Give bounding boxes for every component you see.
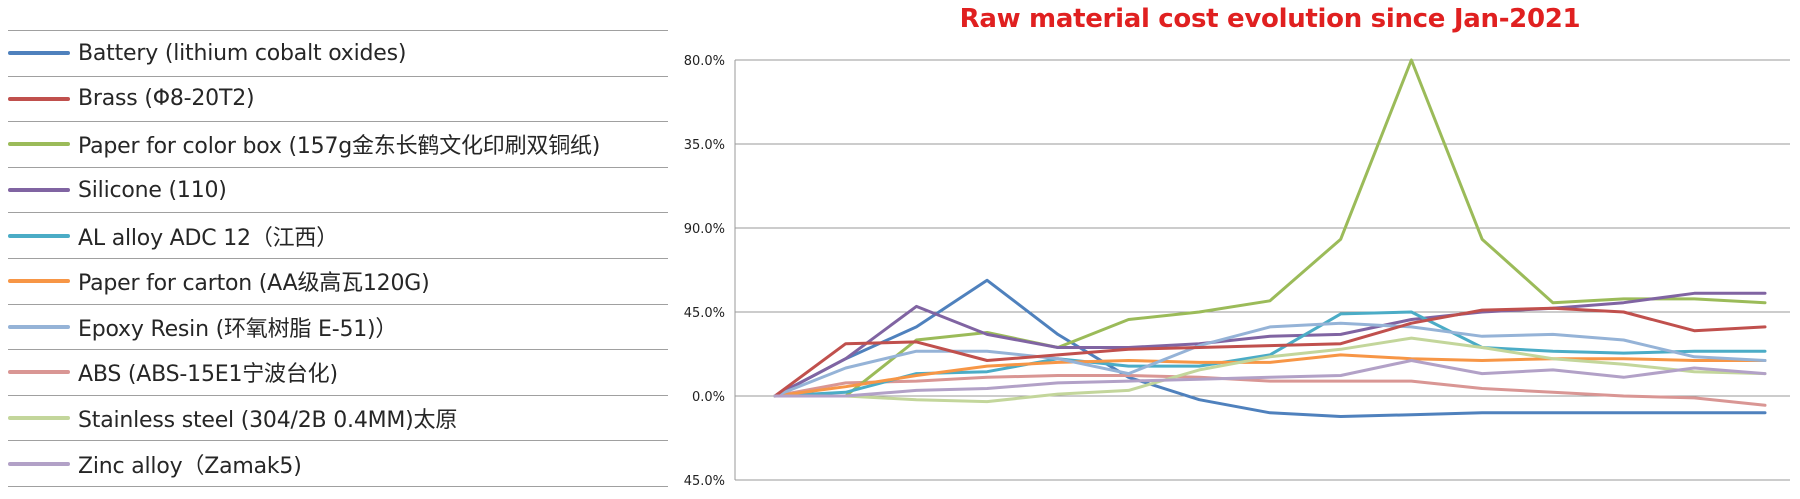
- legend-swatch: [8, 324, 70, 329]
- y-tick-label: 80.0%: [684, 54, 725, 69]
- y-tick-label: 45.0%: [684, 474, 725, 489]
- legend-item: Silicone (110): [8, 166, 668, 213]
- series-line: [773, 310, 1767, 398]
- series-line: [773, 321, 1767, 398]
- y-tick-label: 0.0%: [692, 390, 725, 405]
- legend-swatch: [8, 461, 70, 466]
- series-line: [773, 359, 1767, 398]
- legend-label: Battery (lithium cobalt oxides): [78, 40, 407, 66]
- series-line: [773, 58, 1767, 398]
- legend-item: Zinc alloy（Zamak5): [8, 440, 668, 487]
- legend-item: ABS (ABS-15E1宁波台化): [8, 349, 668, 395]
- series-line: [773, 336, 1767, 404]
- legend-item: Paper for carton (AA级高瓦120G): [8, 257, 668, 304]
- legend-swatch: [8, 96, 70, 101]
- y-tick-label: 45.0%: [684, 306, 725, 321]
- legend-swatch: [8, 233, 70, 238]
- series-line: [773, 374, 1767, 407]
- legend-label: Silicone (110): [78, 177, 227, 203]
- series-line: [773, 291, 1767, 398]
- legend-item: AL alloy ADC 12（江西）: [8, 212, 668, 258]
- legend-label: Stainless steel (304/2B 0.4MM)太原: [78, 408, 458, 434]
- legend-item: Paper for color box (157g金东长鹤文化印刷双铜纸): [8, 121, 668, 167]
- legend-swatch: [8, 51, 70, 56]
- series-line: [773, 306, 1767, 398]
- legend-swatch: [8, 188, 70, 193]
- legend-label: Paper for carton (AA级高瓦120G): [78, 271, 430, 297]
- chart-title: Raw material cost evolution since Jan-20…: [959, 4, 1581, 34]
- legend-label: ABS (ABS-15E1宁波台化): [78, 362, 338, 388]
- legend-swatch: [8, 416, 70, 421]
- legend-label: Brass (Φ8-20T2): [78, 86, 255, 112]
- series-line: [773, 278, 1767, 418]
- legend-swatch: [8, 279, 70, 284]
- chart-legend: Battery (lithium cobalt oxides) Brass (Φ8…: [8, 30, 668, 487]
- legend-label: Paper for color box (157g金东长鹤文化印刷双铜纸): [78, 134, 601, 160]
- legend-item: Stainless steel (304/2B 0.4MM)太原: [8, 394, 668, 441]
- y-tick-label: 90.0%: [684, 222, 725, 237]
- legend-item: Brass (Φ8-20T2): [8, 75, 668, 122]
- legend-label: AL alloy ADC 12（江西）: [78, 225, 339, 251]
- legend-swatch: [8, 142, 70, 147]
- series-line: [773, 353, 1767, 398]
- legend-item: Battery (lithium cobalt oxides): [8, 30, 668, 76]
- legend-label: Epoxy Resin (环氧树脂 E-51)）: [78, 316, 398, 342]
- legend-swatch: [8, 370, 70, 375]
- legend-label: Zinc alloy（Zamak5): [78, 453, 302, 479]
- legend-item: Epoxy Resin (环氧树脂 E-51)）: [8, 303, 668, 350]
- y-tick-label: 35.0%: [684, 138, 725, 153]
